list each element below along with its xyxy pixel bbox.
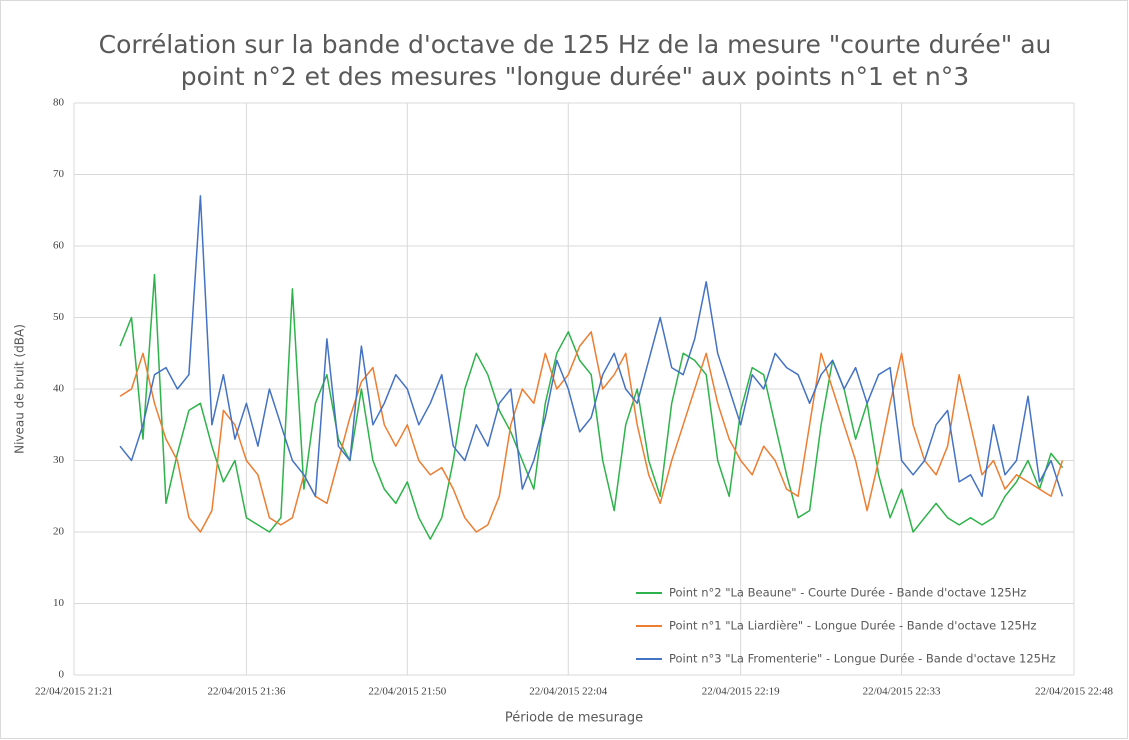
legend-label: Point n°3 "La Fromenterie" - Longue Duré… <box>669 652 1056 666</box>
series-line <box>119 331 1064 533</box>
y-tick-label: 60 <box>53 240 65 252</box>
series-line <box>119 195 1064 498</box>
y-tick-label: 70 <box>53 168 65 180</box>
x-tick-label: 22/04/2015 21:50 <box>368 686 446 698</box>
y-tick-label: 10 <box>53 597 65 609</box>
y-tick-label: 80 <box>53 97 65 109</box>
y-axis-label: Niveau de bruit (dBA) <box>13 324 27 454</box>
legend-label: Point n°2 "La Beaune" - Courte Durée - B… <box>669 586 1026 600</box>
x-tick-label: 22/04/2015 22:19 <box>702 686 780 698</box>
y-tick-label: 50 <box>53 311 65 323</box>
x-tick-label: 22/04/2015 22:48 <box>1035 686 1113 698</box>
y-tick-label: 20 <box>53 526 65 538</box>
legend-label: Point n°1 "La Liardière" - Longue Durée … <box>669 619 1037 633</box>
x-tick-label: 22/04/2015 22:33 <box>863 686 941 698</box>
y-tick-label: 40 <box>53 383 65 395</box>
y-tick-label: 0 <box>59 669 65 681</box>
chart-title: point n°2 et des mesures "longue durée" … <box>181 62 969 91</box>
x-tick-label: 22/04/2015 21:21 <box>35 686 113 698</box>
x-tick-label: 22/04/2015 21:36 <box>207 686 285 698</box>
x-tick-label: 22/04/2015 22:04 <box>529 686 607 698</box>
y-tick-label: 30 <box>53 454 65 466</box>
x-axis-label: Période de mesurage <box>505 711 643 726</box>
chart-title: Corrélation sur la bande d'octave de 125… <box>99 30 1052 59</box>
